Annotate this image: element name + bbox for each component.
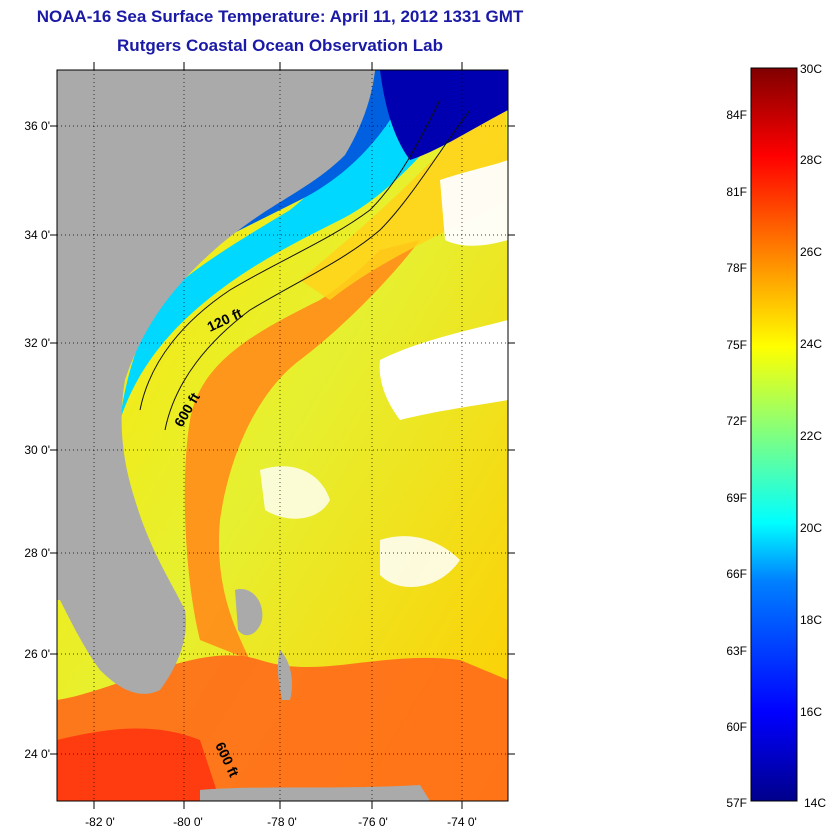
gulf-stream-warm-band [184,240,420,660]
lon-tick-marks [93,62,463,809]
colorbar-c-label: 24C [800,337,822,351]
cloud-patch-south [380,536,460,587]
colorbar-c-label: 22C [800,429,822,443]
colorbar-f-label: 63F [726,644,747,658]
contour-120ft [139,99,441,411]
lat-tick-label: 32 0' [24,336,50,350]
cloud-patch-central [260,466,330,519]
colorbar-c-label: 30C [800,62,822,76]
bahamas-island-1 [235,589,263,636]
colorbar-f-label: 60F [726,720,747,734]
lat-tick-label: 34 0' [24,228,50,242]
colorbar-f-label: 57F [726,796,747,810]
colorbar-c-label: 16C [800,705,822,719]
colorbar-c-label: 28C [800,153,822,167]
colorbar-f-label: 69F [726,491,747,505]
land-mainland [57,70,375,694]
map-frame [56,69,509,802]
colorbar-c-label: 20C [800,521,822,535]
map-subtitle: Rutgers Coastal Ocean Observation Lab [117,36,443,55]
lat-tick-label: 36 0' [24,119,50,133]
colorbar-c-label: 18C [800,613,822,627]
cuba-coast [200,785,430,801]
colorbar-f-label: 66F [726,567,747,581]
map-imagery [57,70,508,801]
colorbar-c-label: 26C [800,245,822,259]
colorbar-f-label: 78F [726,261,747,275]
lon-tick-label: -82 0' [85,815,115,829]
lat-tick-label: 30 0' [24,443,50,457]
lat-tick-label: 26 0' [24,647,50,661]
lon-axis: -82 0' -80 0' -78 0' -76 0' -74 0' [85,815,477,829]
colorbar [750,67,798,802]
pamlico-cold-water [380,70,508,160]
lat-tick-marks [50,125,515,755]
colorbar-f-label: 72F [726,414,747,428]
southwest-warm-water [57,728,220,801]
lat-tick-label: 24 0' [24,747,50,761]
cloud-patch-east [379,320,508,420]
colorbar-f-label: 81F [726,185,747,199]
colorbar-f-label: 75F [726,338,747,352]
colorbar-f-label: 84F [726,108,747,122]
lon-tick-label: -80 0' [173,815,203,829]
lat-axis: 36 0' 34 0' 32 0' 30 0' 28 0' 26 0' 24 0… [24,119,50,761]
bahamas-island-2 [277,650,292,700]
colorbar-c-label: 14C [804,796,826,810]
lat-tick-label: 28 0' [24,546,50,560]
gulf-stream-upper [300,80,508,300]
colorbar-celsius-labels: 30C 28C 26C 24C 22C 20C 18C 16C 14C [800,62,826,810]
nearshore-cold-water [220,70,420,240]
lon-tick-label: -76 0' [358,815,388,829]
cloud-patch-north [440,160,508,246]
colorbar-fahrenheit-labels: 84F 81F 78F 75F 72F 69F 66F 63F 60F 57F [726,108,747,810]
contour-600ft [164,109,471,431]
lon-tick-label: -78 0' [267,815,297,829]
map-title: NOAA-16 Sea Surface Temperature: April 1… [36,7,524,26]
lon-tick-label: -74 0' [447,815,477,829]
